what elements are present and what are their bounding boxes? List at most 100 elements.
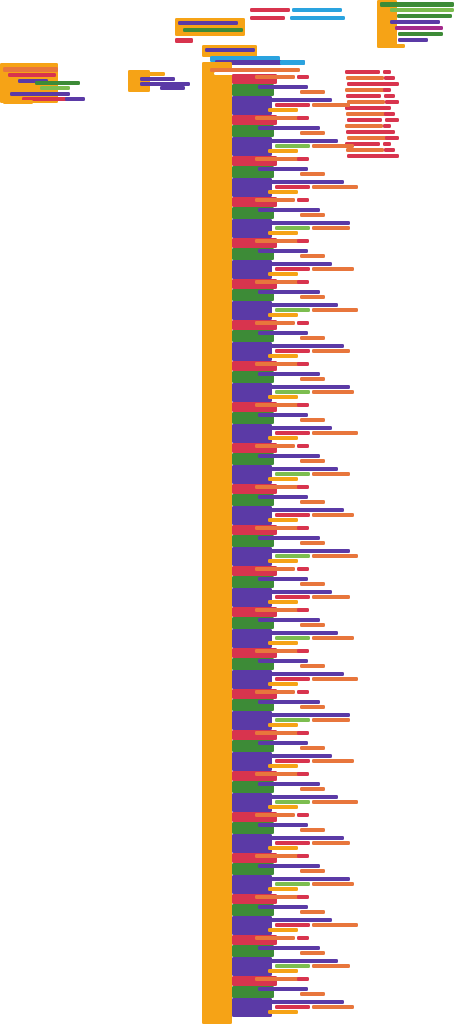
block	[268, 313, 298, 317]
block	[384, 76, 395, 80]
block	[300, 213, 325, 217]
getter-block	[347, 82, 388, 86]
block	[262, 344, 344, 348]
block	[297, 772, 309, 776]
block	[10, 92, 70, 96]
block	[262, 672, 344, 676]
block	[268, 559, 298, 563]
getter-block	[346, 112, 390, 116]
event-block	[175, 18, 245, 36]
block	[258, 331, 308, 335]
block	[280, 60, 305, 65]
block	[275, 718, 310, 722]
block	[258, 167, 308, 171]
block	[297, 731, 309, 735]
block	[312, 103, 350, 107]
block	[312, 595, 350, 599]
block	[297, 813, 309, 817]
block	[258, 659, 308, 663]
block	[300, 992, 325, 996]
block	[297, 321, 309, 325]
block	[262, 221, 350, 225]
block	[312, 964, 350, 968]
block	[275, 390, 310, 394]
block	[262, 467, 338, 471]
block	[258, 700, 320, 704]
block	[262, 1000, 344, 1004]
block	[268, 395, 298, 399]
block	[255, 444, 295, 448]
getter-block	[347, 154, 388, 158]
block	[205, 48, 255, 52]
block	[258, 823, 308, 827]
block	[255, 362, 300, 366]
call-block	[232, 834, 272, 853]
call-block	[232, 670, 272, 689]
block	[383, 70, 391, 74]
getter-block	[345, 70, 380, 74]
block	[297, 854, 309, 858]
block	[297, 444, 309, 448]
call-block	[232, 752, 272, 771]
block	[275, 103, 310, 107]
call-block	[232, 96, 272, 115]
call-block	[232, 588, 272, 607]
block	[258, 249, 308, 253]
block	[268, 354, 298, 358]
block	[300, 910, 325, 914]
block	[312, 636, 354, 640]
getter-block	[345, 106, 386, 110]
block	[297, 895, 309, 899]
block	[258, 290, 320, 294]
block	[258, 782, 320, 786]
block	[312, 718, 350, 722]
block	[275, 800, 310, 804]
call-block	[232, 342, 272, 361]
block	[268, 272, 298, 276]
block	[395, 26, 443, 30]
block	[275, 472, 310, 476]
block	[297, 690, 309, 694]
getter-block	[346, 130, 387, 134]
block	[275, 1005, 310, 1009]
getter-block	[346, 94, 381, 98]
block	[300, 336, 325, 340]
block	[312, 431, 358, 435]
call-block	[232, 506, 272, 525]
block	[312, 513, 354, 517]
call-block	[232, 465, 272, 484]
block	[275, 267, 310, 271]
block	[255, 239, 300, 243]
block	[300, 828, 325, 832]
block	[297, 485, 309, 489]
block	[383, 124, 391, 128]
block	[275, 308, 310, 312]
block	[262, 508, 344, 512]
block	[300, 377, 325, 381]
block	[268, 149, 298, 153]
block	[275, 554, 310, 558]
block	[398, 38, 428, 42]
block	[3, 67, 58, 72]
block	[255, 526, 305, 530]
getter-block	[346, 148, 384, 152]
block	[268, 764, 298, 768]
block	[262, 139, 338, 143]
block	[262, 303, 338, 307]
block	[275, 349, 310, 353]
block	[300, 582, 325, 586]
block	[297, 198, 309, 202]
block	[262, 713, 350, 717]
block	[255, 567, 295, 571]
block	[183, 28, 243, 32]
block	[384, 148, 395, 152]
block	[258, 864, 320, 868]
block	[300, 951, 325, 955]
block	[262, 426, 332, 430]
block	[383, 88, 391, 92]
block	[300, 172, 325, 176]
block	[268, 1010, 298, 1014]
block	[398, 32, 443, 36]
